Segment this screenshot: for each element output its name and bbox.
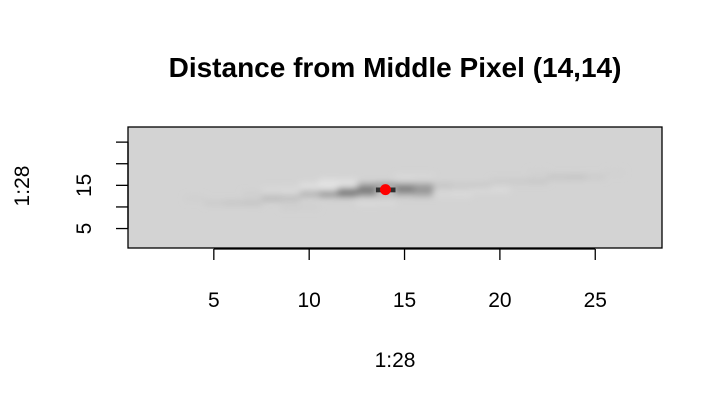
heatmap-cell	[299, 191, 320, 197]
heatmap-cell	[509, 178, 529, 184]
heatmap-cell	[337, 187, 358, 193]
heatmap-cell	[356, 183, 377, 188]
heatmap-cell	[356, 191, 377, 197]
x-tick-label: 10	[297, 289, 320, 312]
heatmap-cell	[318, 191, 339, 197]
heatmap-cell	[528, 178, 549, 184]
heatmap-cell	[414, 191, 434, 197]
heatmap-cell	[414, 183, 434, 188]
heatmap-cell	[395, 183, 415, 188]
heatmap-cell	[375, 200, 396, 206]
y-axis: 5 15	[73, 141, 129, 235]
heatmap-cell	[280, 204, 301, 210]
x-tick-label: 5	[208, 289, 220, 312]
heatmap-cell	[356, 200, 377, 206]
heatmap-cell	[490, 187, 510, 193]
x-tick-label: 25	[584, 289, 607, 312]
heatmap-cell	[395, 187, 415, 193]
y-axis-label: 1:28	[11, 166, 34, 207]
heatmap-cell	[395, 174, 415, 180]
heatmap-cell	[452, 191, 472, 197]
heatmap-cell	[433, 191, 453, 197]
heatmap-cell	[337, 178, 358, 184]
heatmap-cell	[471, 183, 491, 188]
x-axis: 5 10 15 20 25	[208, 248, 607, 312]
heatmap-cell	[414, 174, 434, 180]
y-tick-label: 15	[73, 174, 96, 197]
heatmap-cell	[356, 187, 377, 193]
heatmap-cell	[414, 187, 434, 193]
x-tick-label: 15	[393, 289, 416, 312]
center-marker	[379, 184, 391, 196]
heatmap-cell	[299, 183, 320, 188]
heatmap-cell	[547, 174, 568, 180]
heatmap-cell	[528, 170, 549, 176]
heatmap-cell	[242, 200, 262, 206]
y-tick-label: 5	[73, 223, 96, 235]
heatmap-cell	[318, 178, 339, 184]
heatmap-cell	[204, 200, 224, 206]
chart-title: Distance from Middle Pixel (14,14)	[169, 52, 622, 83]
heatmap-cell	[299, 204, 320, 210]
heatmap-cell	[395, 191, 415, 197]
heatmap-cell	[318, 183, 339, 188]
heatmap-cell	[452, 183, 472, 188]
heatmap-soft-cells	[185, 170, 625, 210]
heatmap-cell	[585, 174, 606, 180]
plot-area	[127, 126, 663, 249]
heatmap-cells	[185, 170, 625, 210]
x-axis-label: 1:28	[375, 349, 416, 372]
heatmap-cell	[604, 170, 625, 176]
heatmap-cell	[242, 191, 262, 197]
heatmap-cell	[490, 178, 510, 184]
heatmap-cell	[433, 183, 453, 188]
heatmap-cell	[185, 196, 205, 201]
heatmap-cell	[566, 174, 587, 180]
x-tick-label: 20	[488, 289, 511, 312]
heatmap-cell	[280, 196, 301, 201]
heatmap-cell	[280, 187, 301, 193]
heatmap-cell	[261, 196, 282, 201]
heatmap-cell	[337, 183, 358, 188]
heatmap-cell	[223, 200, 243, 206]
heatmap-cell	[337, 191, 358, 197]
heatmap-cell	[261, 187, 282, 193]
heatmap-cell	[471, 187, 491, 193]
